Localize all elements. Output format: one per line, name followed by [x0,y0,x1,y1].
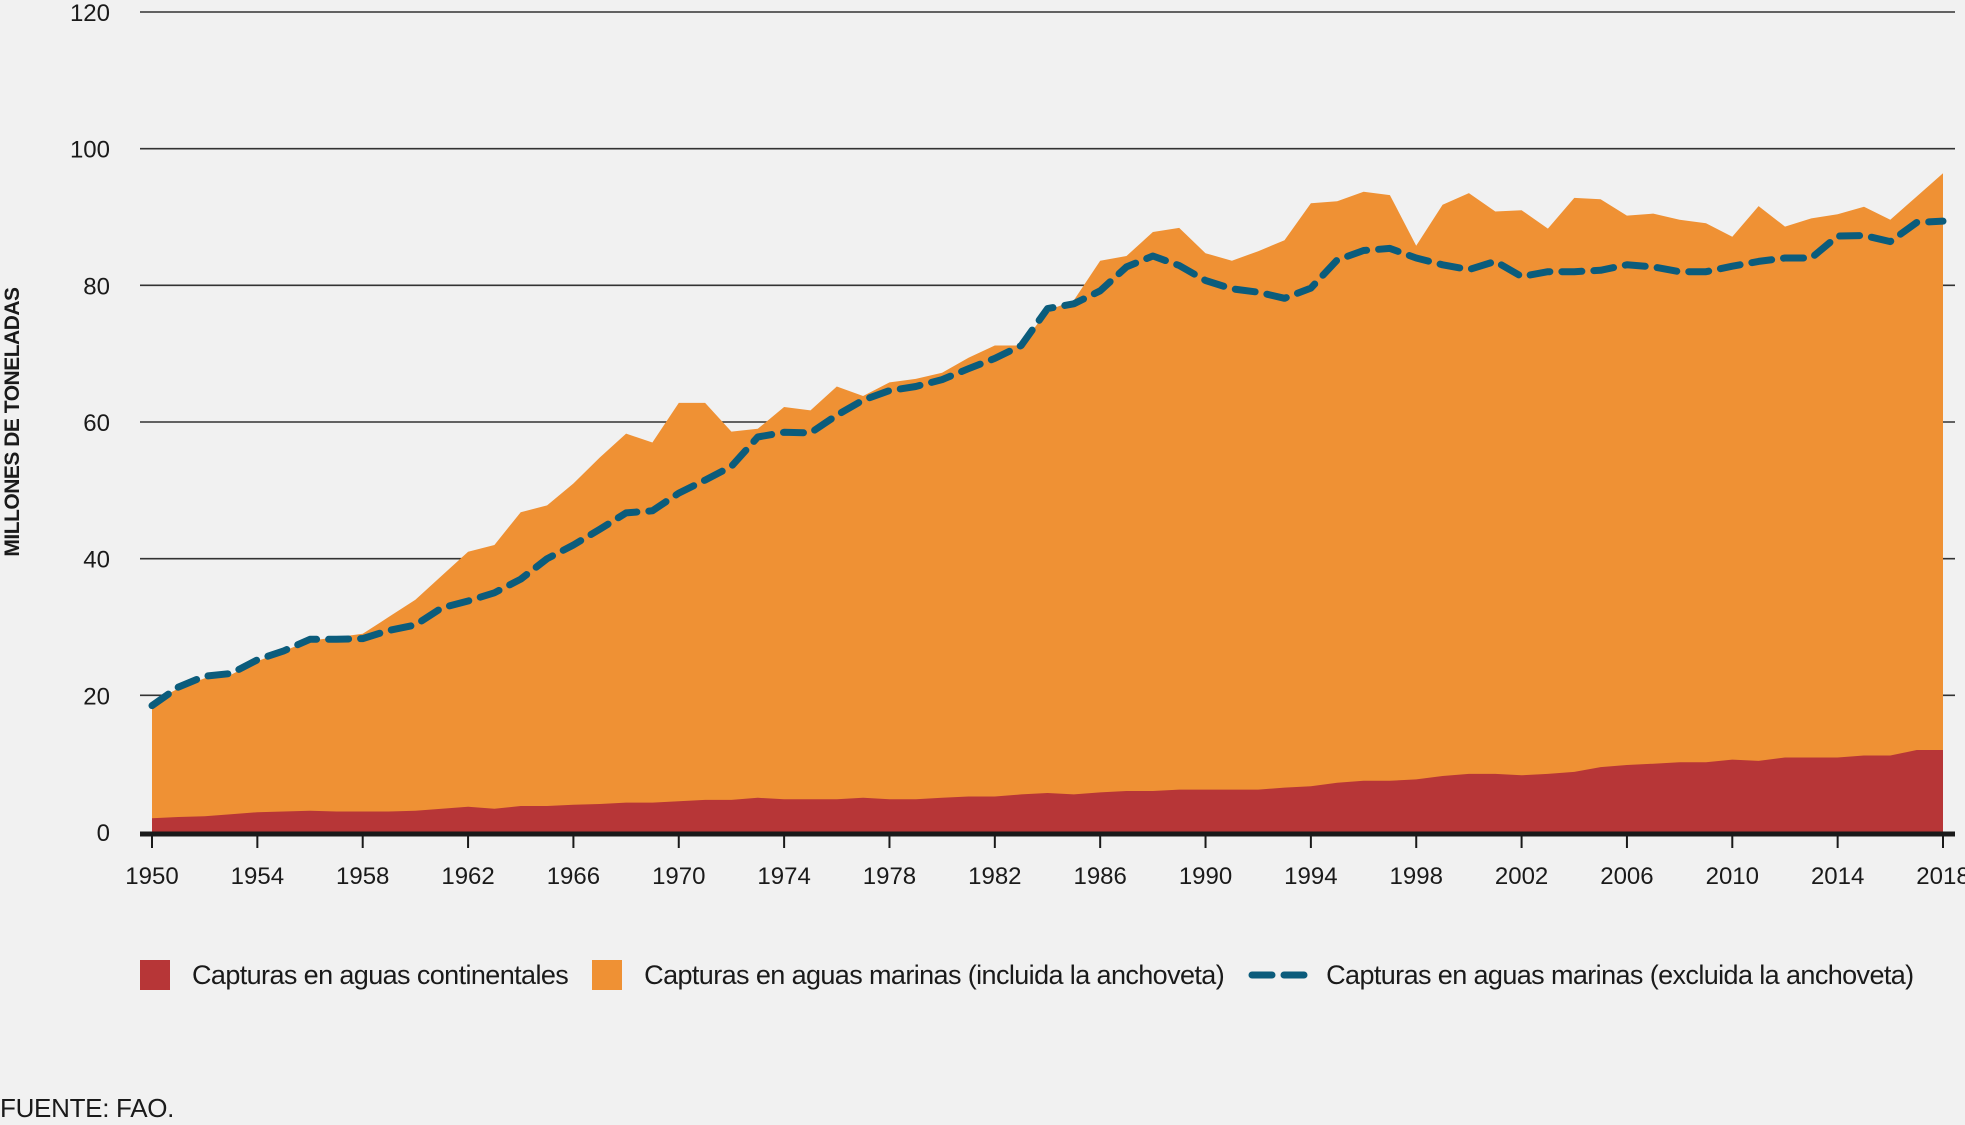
legend-swatch-inland [140,960,170,990]
x-tick-label: 1958 [336,863,389,890]
x-tick-label: 1966 [547,863,600,890]
x-tick-label: 1978 [863,863,916,890]
source-note: FUENTE: FAO. [0,1093,175,1123]
x-axis-ticks: 1950 1954 1958 1962 1966 1970 1974 1978 1982 1986… [125,836,1965,890]
x-tick-label: 1954 [231,863,284,890]
line-marine-excl-anchoveta [148,217,1947,710]
x-tick-label: 1994 [1284,863,1337,890]
x-tick-label: 2006 [1600,863,1653,890]
x-tick-label: 1970 [652,863,705,890]
y-tick-label: 0 [97,820,110,847]
y-tick-label: 120 [70,0,110,27]
areas [152,173,1943,833]
x-tick-label: 1990 [1179,863,1232,890]
legend: Capturas en aguas continentales Capturas… [140,955,1938,995]
y-tick-label: 60 [83,410,110,437]
legend-item-marine-excl: Capturas en aguas marinas (excluida la a… [1248,959,1914,991]
x-tick-label: 1986 [1073,863,1126,890]
x-tick-label: 2010 [1706,863,1759,890]
x-tick-label: 2014 [1811,863,1864,890]
x-tick-label: 2002 [1495,863,1548,890]
y-tick-label: 80 [83,273,110,300]
legend-label-inland: Capturas en aguas continentales [192,959,569,990]
y-tick-label: 40 [83,547,110,574]
y-tick-label: 100 [70,137,110,164]
x-tick-label: 1998 [1390,863,1443,890]
chart: 0 20 40 60 80 100 120 1950 1954 1958 1962 1966 1970… [1,0,1965,890]
legend-swatch-marine-incl [592,960,623,990]
y-axis-title: MILLONES DE TONELADAS [1,287,24,557]
x-tick-label: 1962 [441,863,494,890]
x-tick-label: 1974 [757,863,810,890]
legend-label-marine-excl: Capturas en aguas marinas (excluida la a… [1326,959,1914,990]
legend-item-inland: Capturas en aguas continentales [140,959,569,991]
legend-item-marine-incl: Capturas en aguas marinas (incluida la a… [592,959,1225,991]
legend-label-marine-incl: Capturas en aguas marinas (incluida la a… [644,959,1225,990]
x-tick-label: 2018 [1916,863,1965,890]
dashed-series [148,217,1947,710]
legend-dashed-line-icon [1248,971,1308,979]
y-axis-ticks: 0 20 40 60 80 100 120 [70,0,110,847]
x-tick-label: 1982 [968,863,1021,890]
area-marine-incl-anchoveta [152,173,1943,833]
y-tick-label: 20 [83,683,110,710]
area-inland [152,750,1943,832]
x-tick-label: 1950 [125,863,178,890]
